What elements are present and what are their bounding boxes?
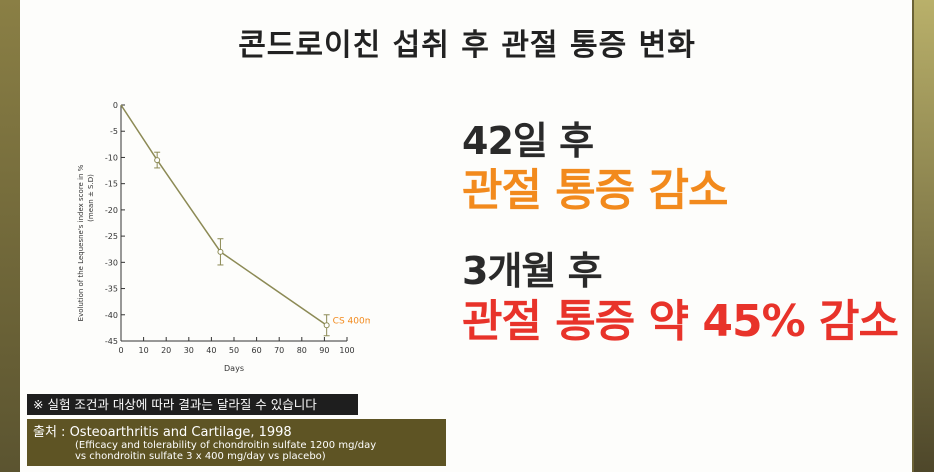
callout-3-months: 3개월 후 (462, 249, 603, 293)
y-tick-label: -10 (105, 153, 118, 162)
data-point (323, 322, 330, 329)
x-tick-label: 40 (206, 346, 216, 355)
y-axis-label: Evolution of the Lequesne's index score … (77, 164, 85, 321)
x-tick-label: 30 (184, 346, 194, 355)
x-tick-label: 80 (297, 346, 307, 355)
x-tick-label: 60 (252, 346, 262, 355)
x-tick-label: 70 (274, 346, 284, 355)
source-detail-2: vs chondroitin sulfate 3 x 400 mg/day vs… (75, 451, 326, 462)
callout-pain-reduced-45: 관절 통증 약 45% 감소 (462, 296, 899, 347)
x-tick-label: 20 (161, 346, 171, 355)
source-box: 출처 : Osteoarthritis and Cartilage, 1998 … (27, 419, 446, 466)
y-axis-label-2: (mean ± S.D) (87, 174, 95, 222)
chart: 0-5-10-15-20-25-30-35-40-450 10 20 30 40 50 60… (77, 101, 370, 373)
y-tick-label: -5 (110, 127, 118, 136)
callout-42-days: 42일 후 (462, 119, 594, 163)
x-tick-label: 0 (118, 346, 123, 355)
left-border (0, 0, 20, 472)
y-tick-label: -40 (105, 311, 118, 320)
x-tick-label: 10 (139, 346, 149, 355)
series-line (120, 104, 328, 326)
data-point (217, 248, 224, 255)
x-tick-label: 90 (319, 346, 329, 355)
y-tick-label: -45 (105, 337, 118, 346)
disclaimer-note: ※ 실험 조건과 대상에 따라 결과는 달라질 수 있습니다 (27, 394, 358, 415)
page-title: 콘드로이친 섭취 후 관절 통증 변화 (238, 28, 696, 63)
right-border (914, 0, 934, 472)
x-tick-label: 50 (229, 346, 239, 355)
callout-pain-reduced: 관절 통증 감소 (462, 165, 729, 216)
source-citation: 출처 : Osteoarthritis and Cartilage, 1998 (33, 425, 292, 440)
y-tick-label: -20 (105, 206, 118, 215)
y-tick-label: 0 (113, 101, 118, 110)
y-tick-label: -35 (105, 285, 118, 294)
slide-panel (20, 0, 912, 472)
source-detail-1: (Efficacy and tolerability of chondroiti… (75, 440, 377, 451)
data-point (154, 157, 161, 164)
x-axis-label: Days (224, 364, 244, 373)
x-tick-label: 100 (339, 346, 354, 355)
y-tick-label: -25 (105, 232, 118, 241)
y-tick-label: -15 (105, 180, 118, 189)
y-tick-label: -30 (105, 258, 118, 267)
